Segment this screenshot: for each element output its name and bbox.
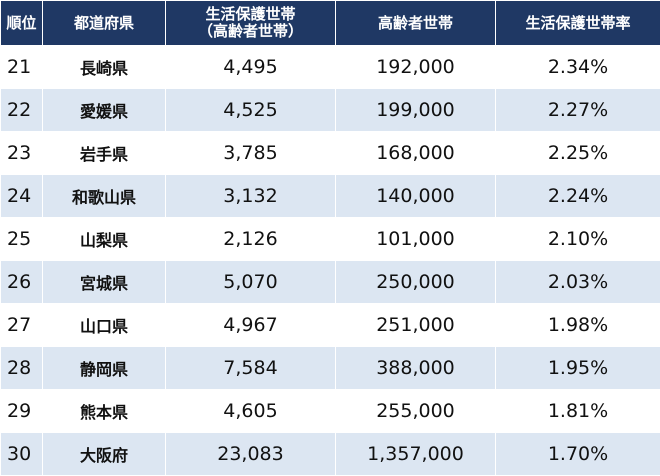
table-cell: 山梨県 — [43, 218, 166, 261]
table-cell: 22 — [1, 89, 43, 132]
table-cell: 1.70% — [496, 433, 660, 476]
table-cell: 静岡県 — [43, 347, 166, 390]
table-cell: 388,000 — [336, 347, 496, 390]
table-cell: 大阪府 — [43, 433, 166, 476]
table-cell: 2.24% — [496, 175, 660, 218]
table-cell: 2.34% — [496, 46, 660, 89]
table-cell: 4,605 — [166, 390, 336, 433]
table-cell: 4,495 — [166, 46, 336, 89]
table-cell: 7,584 — [166, 347, 336, 390]
table-cell: 3,785 — [166, 132, 336, 175]
table-cell: 28 — [1, 347, 43, 390]
table-cell: 251,000 — [336, 304, 496, 347]
table-cell: 2.10% — [496, 218, 660, 261]
table-cell: 21 — [1, 46, 43, 89]
table-cell: 1.98% — [496, 304, 660, 347]
header-cell: 生活保護世帯 （高齢者世帯） — [166, 1, 336, 46]
table-cell: 宮城県 — [43, 261, 166, 304]
table-cell: 23 — [1, 132, 43, 175]
table-cell: 長崎県 — [43, 46, 166, 89]
table-cell: 168,000 — [336, 132, 496, 175]
header-row: 順位都道府県生活保護世帯 （高齢者世帯）高齢者世帯生活保護世帯率 — [1, 1, 660, 46]
header-cell: 生活保護世帯率 — [496, 1, 660, 46]
table-cell: 250,000 — [336, 261, 496, 304]
table-cell: 2.25% — [496, 132, 660, 175]
table-cell: 26 — [1, 261, 43, 304]
table-cell: 25 — [1, 218, 43, 261]
table-cell: 1.81% — [496, 390, 660, 433]
table-cell: 1.95% — [496, 347, 660, 390]
table-cell: 140,000 — [336, 175, 496, 218]
table-cell: 3,132 — [166, 175, 336, 218]
table-cell: 山口県 — [43, 304, 166, 347]
table-cell: 30 — [1, 433, 43, 476]
table-cell: 岩手県 — [43, 132, 166, 175]
header-cell: 高齢者世帯 — [336, 1, 496, 46]
table-cell: 2.27% — [496, 89, 660, 132]
table-cell: 愛媛県 — [43, 89, 166, 132]
table-cell: 5,070 — [166, 261, 336, 304]
table-cell: 29 — [1, 390, 43, 433]
table-cell: 和歌山県 — [43, 175, 166, 218]
table-cell: 24 — [1, 175, 43, 218]
table-cell: 192,000 — [336, 46, 496, 89]
table-cell: 101,000 — [336, 218, 496, 261]
table-cell: 23,083 — [166, 433, 336, 476]
table-cell: 255,000 — [336, 390, 496, 433]
table-cell: 熊本県 — [43, 390, 166, 433]
table-cell: 4,967 — [166, 304, 336, 347]
table-cell: 27 — [1, 304, 43, 347]
table-cell: 1,357,000 — [336, 433, 496, 476]
table-cell: 199,000 — [336, 89, 496, 132]
header-cell: 順位 — [1, 1, 43, 46]
header-cell: 都道府県 — [43, 1, 166, 46]
table-cell: 4,525 — [166, 89, 336, 132]
table-cell: 2.03% — [496, 261, 660, 304]
table-cell: 2,126 — [166, 218, 336, 261]
